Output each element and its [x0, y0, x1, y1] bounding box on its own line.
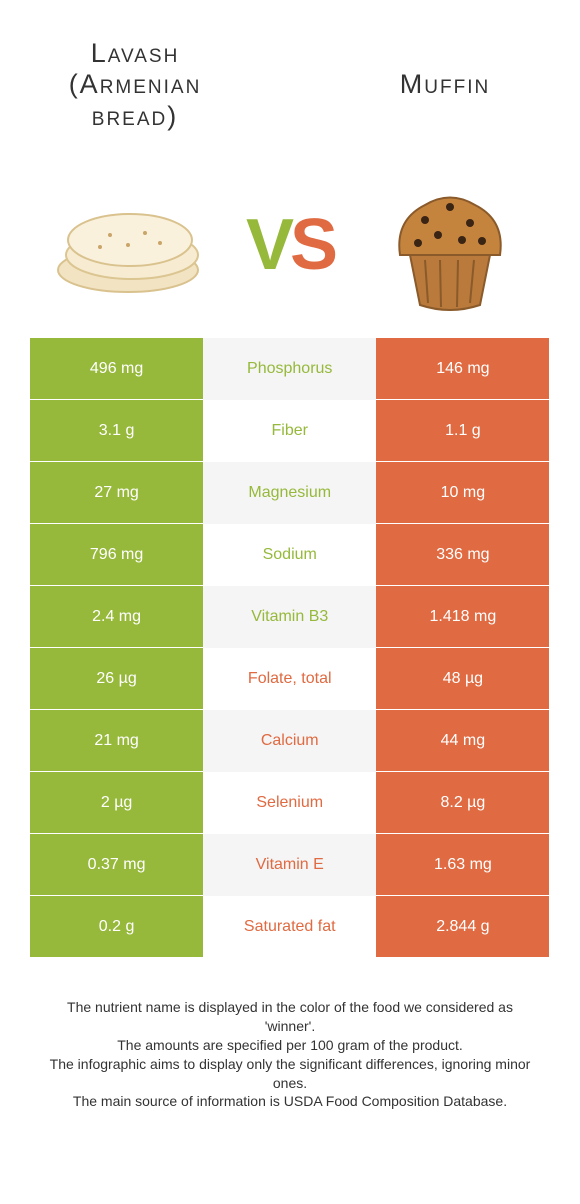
table-row: 3.1 gFiber1.1 g [30, 400, 550, 462]
right-title: Muffin [340, 69, 550, 100]
right-value: 48 µg [376, 648, 549, 710]
left-value: 27 mg [30, 462, 203, 524]
table-row: 496 mgPhosphorus146 mg [30, 338, 550, 400]
left-title-col: Lavash (Armenian bread) [30, 38, 240, 131]
footer-notes: The nutrient name is displayed in the co… [30, 998, 550, 1111]
left-value: 0.37 mg [30, 834, 203, 896]
left-title: Lavash (Armenian bread) [30, 38, 240, 131]
right-value: 1.1 g [376, 400, 549, 462]
table-row: 796 mgSodium336 mg [30, 524, 550, 586]
nutrient-label: Fiber [203, 400, 376, 462]
table-row: 2.4 mgVitamin B31.418 mg [30, 586, 550, 648]
nutrient-label: Vitamin B3 [203, 586, 376, 648]
right-value: 8.2 µg [376, 772, 549, 834]
right-image [350, 170, 550, 320]
table-row: 0.37 mgVitamin E1.63 mg [30, 834, 550, 896]
nutrient-label: Saturated fat [203, 896, 376, 958]
nutrient-label: Selenium [203, 772, 376, 834]
comparison-table: 496 mgPhosphorus146 mg3.1 gFiber1.1 g27 … [30, 338, 550, 958]
nutrient-label: Phosphorus [203, 338, 376, 400]
table-row: 21 mgCalcium44 mg [30, 710, 550, 772]
right-value: 2.844 g [376, 896, 549, 958]
nutrient-label: Calcium [203, 710, 376, 772]
vs-v: V [246, 204, 290, 286]
right-value: 336 mg [376, 524, 549, 586]
nutrient-label: Magnesium [203, 462, 376, 524]
left-value: 2.4 mg [30, 586, 203, 648]
left-value: 3.1 g [30, 400, 203, 462]
table-row: 0.2 gSaturated fat2.844 g [30, 896, 550, 958]
right-value: 146 mg [376, 338, 549, 400]
footer-line-1: The nutrient name is displayed in the co… [40, 998, 540, 1036]
table-row: 2 µgSelenium8.2 µg [30, 772, 550, 834]
nutrient-label: Folate, total [203, 648, 376, 710]
left-value: 26 µg [30, 648, 203, 710]
right-value: 1.63 mg [376, 834, 549, 896]
table-row: 26 µgFolate, total48 µg [30, 648, 550, 710]
right-title-col: Muffin [340, 69, 550, 100]
right-value: 1.418 mg [376, 586, 549, 648]
left-value: 496 mg [30, 338, 203, 400]
nutrient-label: Vitamin E [203, 834, 376, 896]
lavash-icon [50, 175, 210, 315]
footer-line-4: The main source of information is USDA F… [40, 1092, 540, 1111]
left-value: 796 mg [30, 524, 203, 586]
muffin-icon [370, 175, 530, 315]
table-row: 27 mgMagnesium10 mg [30, 462, 550, 524]
infographic-container: Lavash (Armenian bread) Muffin VS [0, 0, 580, 1121]
left-value: 21 mg [30, 710, 203, 772]
nutrient-label: Sodium [203, 524, 376, 586]
footer-line-3: The infographic aims to display only the… [40, 1055, 540, 1093]
left-value: 2 µg [30, 772, 203, 834]
left-value: 0.2 g [30, 896, 203, 958]
footer-line-2: The amounts are specified per 100 gram o… [40, 1036, 540, 1055]
vs-label: VS [246, 204, 334, 286]
vs-s: S [290, 204, 334, 286]
left-image [30, 170, 230, 320]
header-row: Lavash (Armenian bread) Muffin [30, 20, 550, 150]
right-value: 44 mg [376, 710, 549, 772]
right-value: 10 mg [376, 462, 549, 524]
image-row: VS [30, 160, 550, 330]
